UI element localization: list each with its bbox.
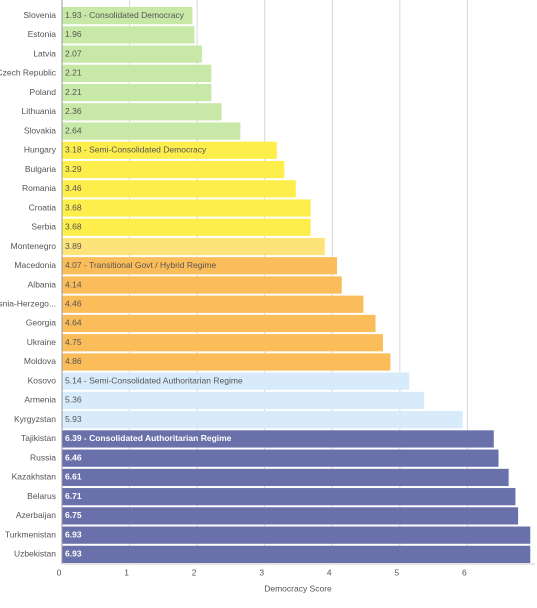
value-label: 4.14 bbox=[65, 279, 82, 289]
value-label: 3.68 bbox=[65, 202, 82, 212]
value-label: 2.21 bbox=[65, 87, 82, 97]
value-label: 4.07 - Transitional Govt / Hybrid Regime bbox=[65, 260, 216, 270]
bar bbox=[62, 545, 531, 563]
x-axis-title: Democracy Score bbox=[264, 583, 332, 593]
bar bbox=[62, 199, 311, 217]
bar bbox=[62, 449, 499, 467]
y-tick-label: Bosnia-Herzego... bbox=[0, 298, 56, 308]
y-tick-label: Poland bbox=[30, 87, 57, 97]
y-tick-label: Armenia bbox=[24, 395, 56, 405]
bar bbox=[62, 103, 222, 121]
y-tick-label: Croatia bbox=[29, 202, 57, 212]
y-tick-label: Romania bbox=[22, 183, 56, 193]
y-tick-label: Moldova bbox=[24, 356, 56, 366]
value-label: 2.36 bbox=[65, 106, 82, 116]
bar bbox=[62, 353, 391, 371]
value-label: 3.18 - Semi-Consolidated Democracy bbox=[65, 145, 207, 155]
value-label: 4.75 bbox=[65, 337, 82, 347]
bar bbox=[62, 45, 202, 63]
value-label: 1.96 bbox=[65, 29, 82, 39]
y-tick-label: Uzbekistan bbox=[14, 549, 56, 559]
value-label: 2.07 bbox=[65, 48, 82, 58]
value-label: 5.36 bbox=[65, 395, 82, 405]
bar bbox=[62, 488, 516, 506]
value-label: 4.86 bbox=[65, 356, 82, 366]
value-label: 4.64 bbox=[65, 318, 82, 328]
bar bbox=[62, 180, 296, 198]
x-tick-label: 6 bbox=[462, 567, 467, 577]
y-tick-label: Belarus bbox=[27, 491, 56, 501]
y-tick-label: Slovenia bbox=[23, 10, 56, 20]
value-label: 6.46 bbox=[65, 452, 82, 462]
bar bbox=[62, 295, 364, 313]
y-tick-label: Kazakhstan bbox=[12, 472, 57, 482]
y-tick-label: Serbia bbox=[31, 222, 56, 232]
y-tick-label: Ukraine bbox=[27, 337, 57, 347]
x-tick-label: 0 bbox=[57, 567, 62, 577]
bar bbox=[62, 141, 277, 159]
y-tick-label: Estonia bbox=[28, 29, 57, 39]
y-tick-label: Bulgaria bbox=[25, 164, 56, 174]
y-tick-label: Turkmenistan bbox=[5, 529, 56, 539]
bar bbox=[62, 7, 193, 25]
y-tick-label: Latvia bbox=[33, 48, 56, 58]
y-tick-label: Kyrgyzstan bbox=[14, 414, 56, 424]
value-label: 3.68 bbox=[65, 222, 82, 232]
x-tick-label: 5 bbox=[394, 567, 399, 577]
bar bbox=[62, 83, 212, 102]
y-tick-label: Slovakia bbox=[24, 125, 56, 135]
y-tick-label: Azerbaijan bbox=[16, 510, 56, 520]
y-tick-label: Czech Republic bbox=[0, 68, 57, 78]
y-tick-label: Georgia bbox=[26, 318, 57, 328]
bar bbox=[62, 160, 285, 179]
bar bbox=[62, 468, 509, 487]
bar bbox=[62, 507, 519, 525]
value-label: 1.93 - Consolidated Democracy bbox=[65, 10, 185, 20]
x-tick-label: 4 bbox=[327, 567, 332, 577]
bar bbox=[62, 391, 425, 410]
x-tick-label: 3 bbox=[259, 567, 264, 577]
bar bbox=[62, 218, 311, 236]
value-label: 6.71 bbox=[65, 491, 82, 501]
bar bbox=[62, 411, 463, 429]
value-label: 6.75 bbox=[65, 510, 82, 520]
value-label: 6.39 - Consolidated Authoritarian Regime bbox=[65, 433, 232, 443]
value-label: 6.61 bbox=[65, 472, 82, 482]
bar bbox=[62, 122, 241, 140]
bar bbox=[62, 372, 410, 390]
bar bbox=[62, 314, 376, 333]
bar bbox=[62, 276, 342, 294]
y-tick-label: Albania bbox=[28, 279, 57, 289]
y-tick-label: Lithuania bbox=[21, 106, 56, 116]
value-label: 3.46 bbox=[65, 183, 82, 193]
y-tick-label: Tajikistan bbox=[21, 433, 56, 443]
bar bbox=[62, 334, 383, 352]
value-label: 3.29 bbox=[65, 164, 82, 174]
y-tick-label: Kosovo bbox=[28, 375, 57, 385]
value-label: 6.93 bbox=[65, 529, 82, 539]
y-tick-label: Russia bbox=[30, 452, 56, 462]
bar bbox=[62, 237, 325, 256]
bar bbox=[62, 26, 195, 44]
y-tick-label: Montenegro bbox=[11, 241, 57, 251]
bar bbox=[62, 64, 212, 82]
x-tick-label: 1 bbox=[124, 567, 129, 577]
value-label: 2.64 bbox=[65, 125, 82, 135]
y-tick-label: Hungary bbox=[24, 145, 57, 155]
bar bbox=[62, 526, 531, 544]
value-label: 6.93 bbox=[65, 549, 82, 559]
value-label: 2.21 bbox=[65, 68, 82, 78]
bar bbox=[62, 430, 494, 448]
value-label: 5.14 - Semi-Consolidated Authoritarian R… bbox=[65, 375, 243, 385]
bar bbox=[62, 257, 338, 275]
value-label: 3.89 bbox=[65, 241, 82, 251]
value-label: 4.46 bbox=[65, 298, 82, 308]
value-label: 5.93 bbox=[65, 414, 82, 424]
x-tick-label: 2 bbox=[192, 567, 197, 577]
y-tick-label: Macedonia bbox=[14, 260, 56, 270]
